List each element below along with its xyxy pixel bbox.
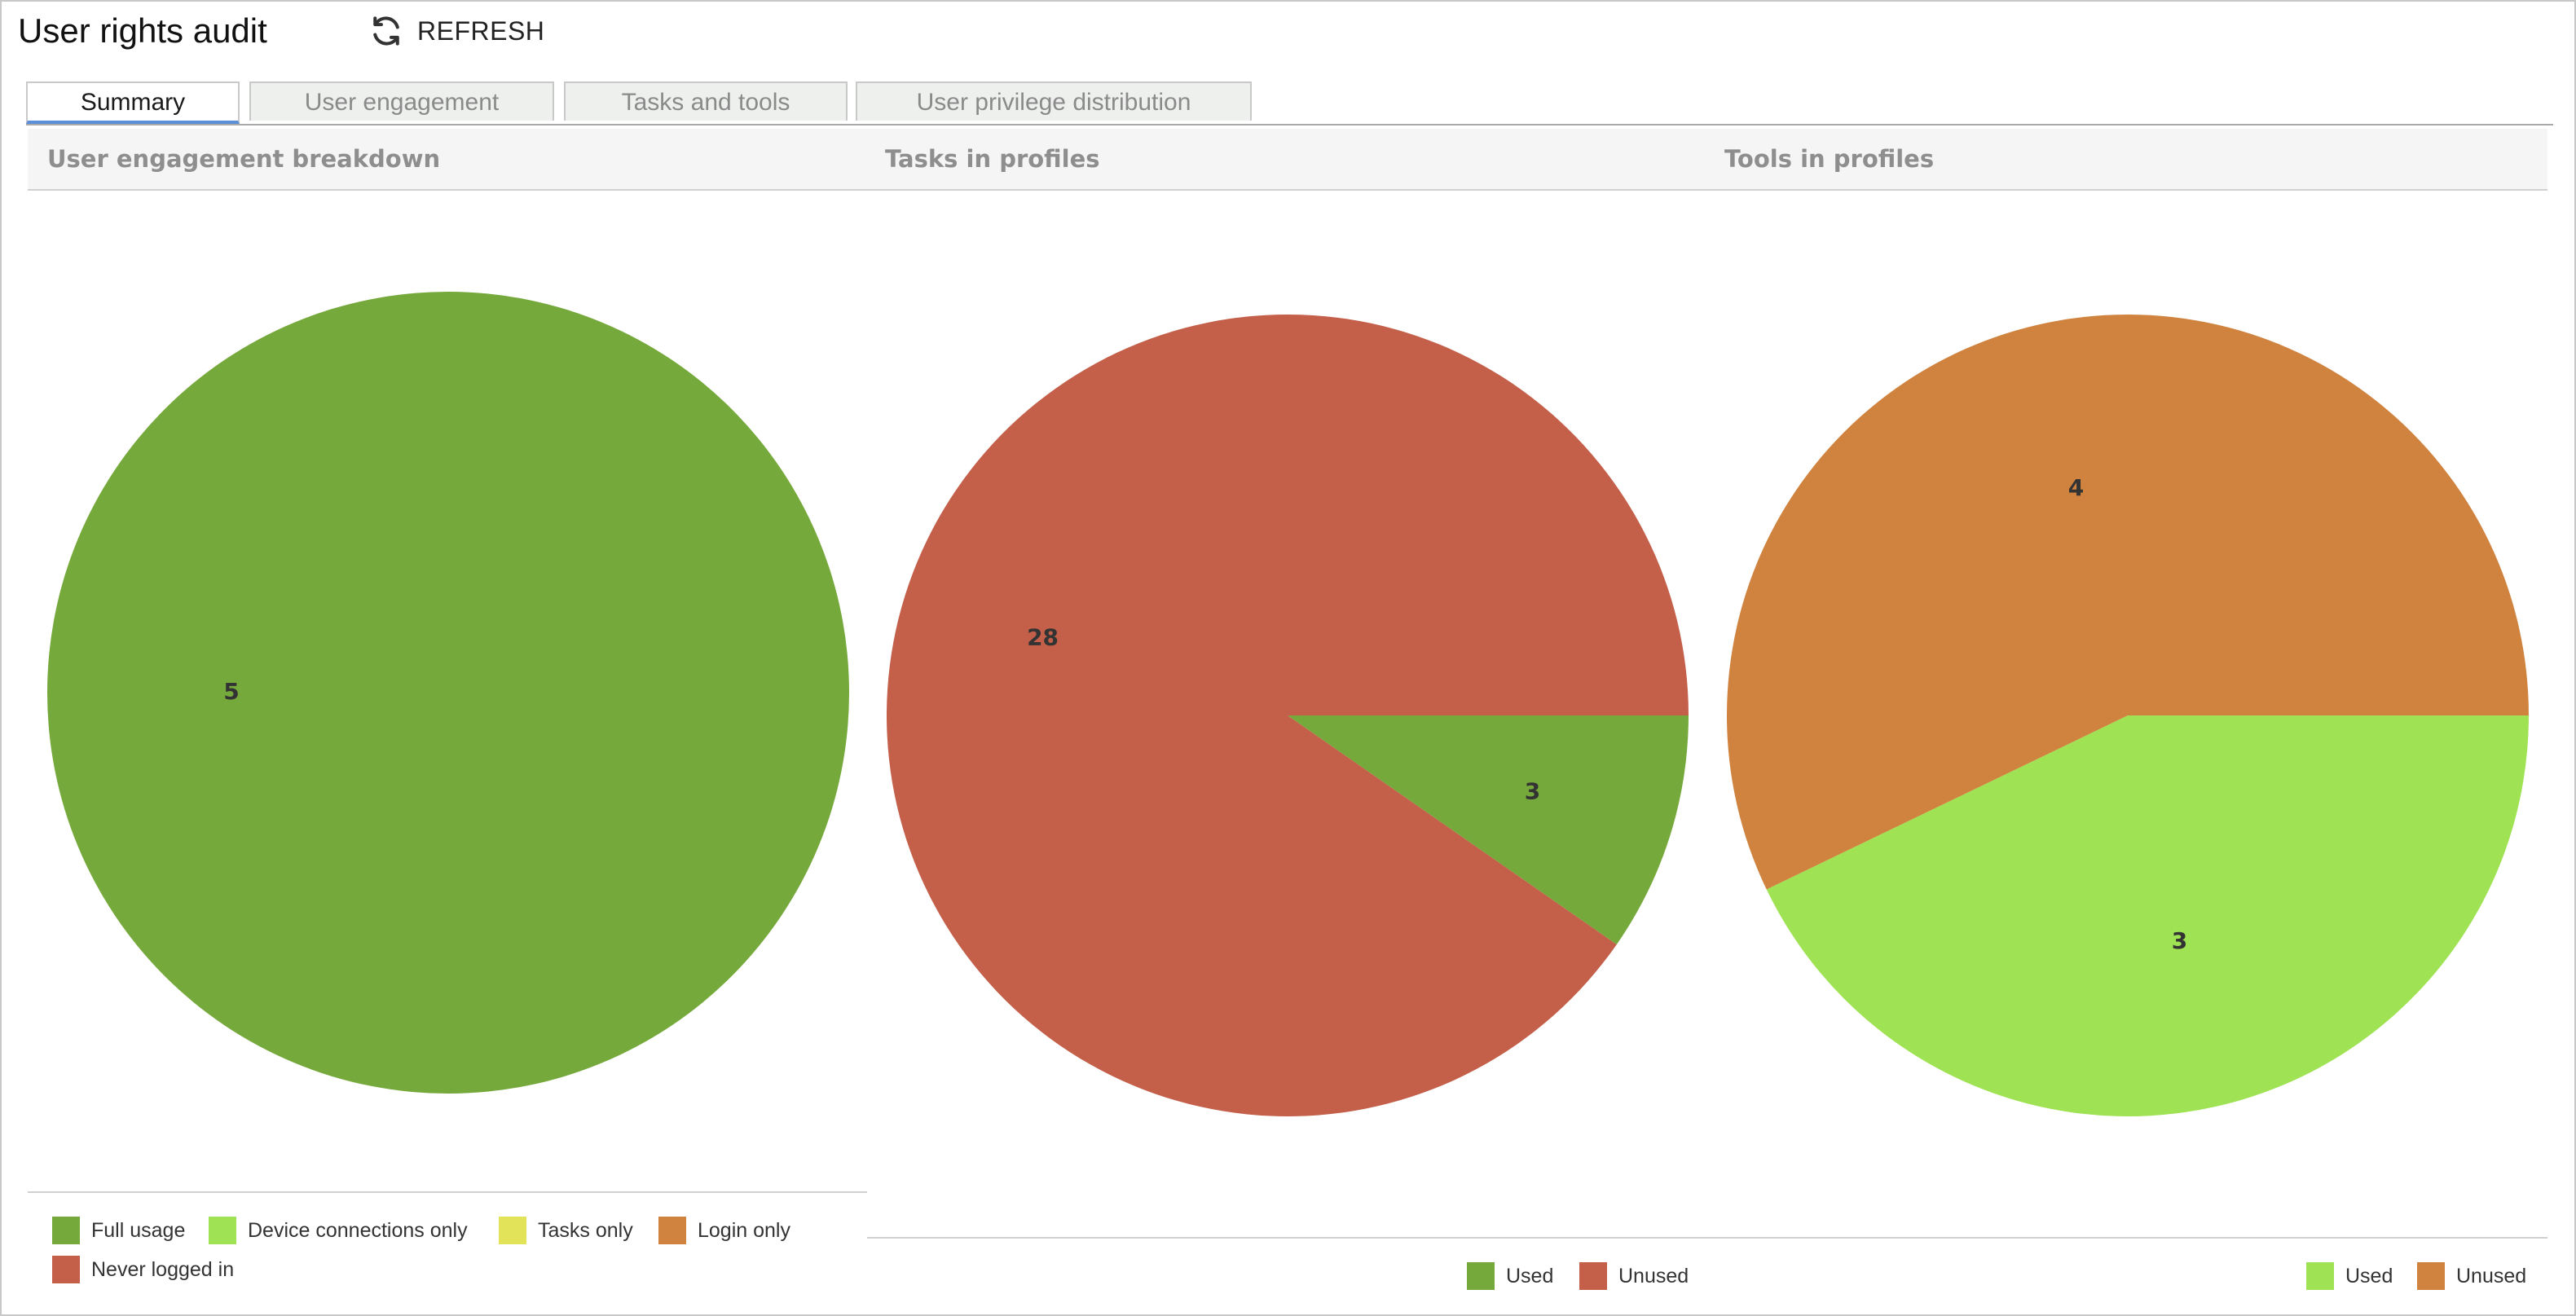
- legend-label: Never logged in: [91, 1257, 235, 1281]
- legend-label: Unused: [2456, 1264, 2527, 1287]
- pie-label-tasks-in-profiles-unused: 28: [1027, 624, 1059, 651]
- legend-swatch: [52, 1217, 80, 1244]
- page-title: User rights audit: [18, 11, 267, 50]
- pie-slice-tasks-in-profiles-unused[interactable]: [886, 314, 1689, 1116]
- legend-device-connections-only[interactable]: Device connections only: [209, 1216, 468, 1245]
- legend-swatch: [658, 1217, 686, 1244]
- pie-label-tasks-in-profiles-used: 3: [1525, 777, 1540, 804]
- pie-label-tools-in-profiles-unused: 4: [2068, 474, 2084, 501]
- refresh-button[interactable]: REFRESH: [368, 8, 544, 54]
- tab-tasks-and-tools[interactable]: Tasks and tools: [564, 81, 848, 121]
- legend-swatch: [1467, 1262, 1495, 1290]
- legend-label: Full usage: [91, 1218, 186, 1242]
- engagement-panel-title: User engagement breakdown: [47, 145, 441, 173]
- pie-slice-tools-in-profiles-used[interactable]: [1766, 715, 2529, 1117]
- pie-label-user-engagement-breakdown-full-usage: 5: [223, 678, 239, 705]
- legend-tasks-unused[interactable]: Unused: [1579, 1261, 1689, 1291]
- pie-slice-tasks-in-profiles-used[interactable]: [1288, 715, 1689, 945]
- legend-label: Tasks only: [538, 1218, 633, 1242]
- legend-label: Used: [1506, 1264, 1554, 1287]
- engagement-legend-divider: [28, 1191, 867, 1193]
- legend-tools-unused[interactable]: Unused: [2417, 1261, 2526, 1291]
- tab-user-engagement[interactable]: User engagement: [249, 81, 554, 121]
- legend-swatch: [2306, 1262, 2334, 1290]
- legend-label: Device connections only: [248, 1218, 468, 1242]
- legend-label: Unused: [1618, 1264, 1689, 1287]
- legend-login-only[interactable]: Login only: [658, 1216, 790, 1245]
- legend-tasks-only[interactable]: Tasks only: [499, 1216, 633, 1245]
- panel-header-band: User engagement breakdown Tasks in profi…: [28, 129, 2547, 191]
- legend-label: Login only: [698, 1218, 790, 1242]
- legend-swatch: [2417, 1262, 2445, 1290]
- legend-swatch: [209, 1217, 236, 1244]
- legend-tasks-used[interactable]: Used: [1467, 1261, 1553, 1291]
- pie-slice-tools-in-profiles-unused[interactable]: [1727, 315, 2529, 890]
- legend-label: Used: [2345, 1264, 2393, 1287]
- tab-summary[interactable]: Summary: [26, 81, 240, 124]
- pie-slice-user-engagement-breakdown-full-usage[interactable]: [47, 292, 849, 1094]
- legend-tools-used[interactable]: Used: [2306, 1261, 2393, 1291]
- tab-bar: Summary User engagement Tasks and tools …: [26, 80, 2553, 125]
- refresh-label: REFRESH: [417, 15, 545, 46]
- tasks-panel-title: Tasks in profiles: [885, 145, 1100, 173]
- pie-label-tools-in-profiles-used: 3: [2172, 927, 2187, 954]
- profiles-legend-divider: [867, 1237, 2547, 1239]
- legend-swatch: [52, 1256, 80, 1283]
- legend-full-usage[interactable]: Full usage: [52, 1216, 185, 1245]
- legend-swatch: [1579, 1262, 1607, 1290]
- legend-swatch: [499, 1217, 526, 1244]
- legend-never-logged-in[interactable]: Never logged in: [52, 1255, 234, 1284]
- refresh-icon: [373, 16, 399, 46]
- tools-panel-title: Tools in profiles: [1724, 145, 1935, 173]
- tab-user-privilege-distribution[interactable]: User privilege distribution: [856, 81, 1252, 121]
